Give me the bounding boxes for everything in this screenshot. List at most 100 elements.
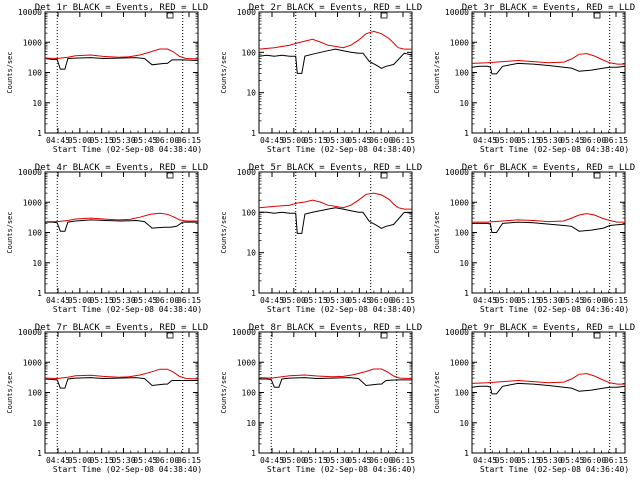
- x-tick-label: 06:15: [604, 456, 628, 465]
- y-tick-label: 100: [455, 389, 470, 398]
- x-tick-label: 05:30: [538, 136, 562, 145]
- y-axis-label: Counts/sec: [220, 51, 228, 93]
- y-tick-label: 10000: [232, 328, 256, 337]
- x-tick-label: 04:45: [46, 456, 70, 465]
- x-tick-label: 05:30: [111, 296, 135, 305]
- x-tick-label: 04:45: [46, 136, 70, 145]
- x-tick-label: 05:45: [347, 456, 371, 465]
- y-tick-label: 10: [32, 419, 42, 428]
- chart-title: Det 6r BLACK = Events, RED = LLD: [462, 163, 635, 173]
- x-tick-label: 04:45: [260, 296, 284, 305]
- series-lld-line: [471, 53, 625, 65]
- x-tick-label: 04:45: [473, 136, 497, 145]
- panel-det-1: Det 1r BLACK = Events, RED = LLD 1 10 100 10…: [6, 3, 208, 154]
- series-lld-line: [471, 373, 625, 385]
- x-tick-label: 06:15: [391, 296, 415, 305]
- x-axis-label: Start Time (02-Sep-08 04:36:40): [267, 465, 416, 474]
- series-events-line: [259, 377, 412, 388]
- y-tick-label: 10: [459, 419, 469, 428]
- x-tick-label: 05:15: [304, 136, 328, 145]
- y-tick-label: 10000: [18, 328, 42, 337]
- panel-det-9: Det 9r BLACK = Events, RED = LLD 1 10 100 10…: [433, 323, 635, 474]
- marker-box: [380, 12, 388, 19]
- x-tick-label: 05:45: [133, 136, 157, 145]
- x-tick-label: 06:15: [177, 296, 201, 305]
- y-axis-label: Counts/sec: [433, 51, 441, 93]
- x-axis-label: Start Time (02-Sep-08 04:38:40): [267, 305, 416, 314]
- x-tick-label: 06:15: [391, 456, 415, 465]
- y-tick-label: 1000: [23, 38, 42, 47]
- chart-title: Det 2r BLACK = Events, RED = LLD: [249, 3, 422, 13]
- x-tick-label: 05:30: [325, 296, 349, 305]
- y-tick-label: 1: [37, 129, 42, 138]
- x-tick-label: 05:45: [560, 136, 584, 145]
- series-events-line: [259, 207, 413, 234]
- x-tick-label: 05:15: [304, 456, 328, 465]
- x-tick-label: 06:00: [582, 136, 606, 145]
- y-tick-label: 1000: [450, 38, 469, 47]
- x-tick-label: 05:00: [495, 456, 519, 465]
- series-lld-line: [44, 48, 199, 60]
- y-tick-label: 1: [251, 129, 256, 138]
- chart-title: Det 4r BLACK = Events, RED = LLD: [35, 163, 208, 173]
- y-tick-label: 1000: [237, 8, 256, 17]
- marker-box: [380, 172, 388, 179]
- x-tick-label: 04:45: [473, 456, 497, 465]
- x-axis-label: Start Time (02-Sep-08 04:38:40): [53, 305, 202, 314]
- y-tick-label: 1: [37, 289, 42, 298]
- x-tick-label: 05:30: [111, 456, 135, 465]
- x-tick-label: 05:30: [325, 136, 349, 145]
- y-tick-label: 100: [455, 229, 470, 238]
- series-events-line: [472, 221, 626, 233]
- chart-title: Det 5r BLACK = Events, RED = LLD: [249, 163, 422, 173]
- y-tick-label: 10: [459, 259, 469, 268]
- y-tick-label: 100: [242, 208, 257, 217]
- plot-frame: [471, 11, 626, 134]
- y-tick-label: 100: [455, 69, 470, 78]
- x-tick-label: 05:30: [538, 296, 562, 305]
- y-tick-label: 10000: [18, 168, 42, 177]
- series-events-line: [44, 377, 198, 389]
- chart-title: Det 3r BLACK = Events, RED = LLD: [462, 3, 635, 13]
- x-axis-label: Start Time (02-Sep-08 04:38:40): [267, 145, 416, 154]
- plot-frame: [44, 331, 199, 454]
- x-tick-label: 05:15: [90, 296, 114, 305]
- x-tick-label: 05:30: [538, 456, 562, 465]
- chart-title: Det 9r BLACK = Events, RED = LLD: [462, 323, 635, 333]
- x-tick-label: 06:00: [155, 136, 179, 145]
- y-tick-label: 100: [28, 389, 43, 398]
- y-axis-label: Counts/sec: [433, 371, 441, 413]
- marker-box: [593, 12, 601, 19]
- panel-det-7: Det 7r BLACK = Events, RED = LLD 1 10 100 10…: [6, 323, 208, 474]
- y-tick-label: 10: [246, 249, 256, 258]
- y-tick-label: 10000: [445, 328, 469, 337]
- x-tick-label: 05:30: [325, 456, 349, 465]
- plot-frame: [44, 171, 199, 294]
- y-tick-label: 1: [464, 449, 469, 458]
- plot-frame: [44, 11, 199, 134]
- plot-frame: [258, 331, 413, 454]
- series-lld-line: [472, 213, 625, 223]
- series-lld-line: [258, 368, 413, 379]
- x-tick-label: 06:00: [369, 456, 393, 465]
- marker-box: [380, 332, 388, 339]
- x-tick-label: 06:15: [604, 136, 628, 145]
- series-events-line: [471, 62, 626, 75]
- series-lld-line: [258, 192, 412, 210]
- marker-box: [166, 332, 174, 339]
- x-tick-label: 06:15: [177, 456, 201, 465]
- y-tick-label: 1000: [450, 358, 469, 367]
- y-tick-label: 100: [28, 69, 43, 78]
- x-tick-label: 05:00: [282, 136, 306, 145]
- y-tick-label: 100: [28, 229, 43, 238]
- x-axis-label: Start Time (02-Sep-08 04:38:40): [53, 145, 202, 154]
- panel-det-4: Det 4r BLACK = Events, RED = LLD 1 10 100 10…: [6, 163, 208, 314]
- y-tick-label: 10: [32, 259, 42, 268]
- x-tick-label: 05:45: [347, 136, 371, 145]
- x-tick-label: 05:15: [304, 296, 328, 305]
- marker-box: [166, 172, 174, 179]
- x-tick-label: 05:30: [111, 136, 135, 145]
- x-tick-label: 05:00: [495, 136, 519, 145]
- series-events-line: [44, 57, 199, 70]
- y-tick-label: 10: [246, 89, 256, 98]
